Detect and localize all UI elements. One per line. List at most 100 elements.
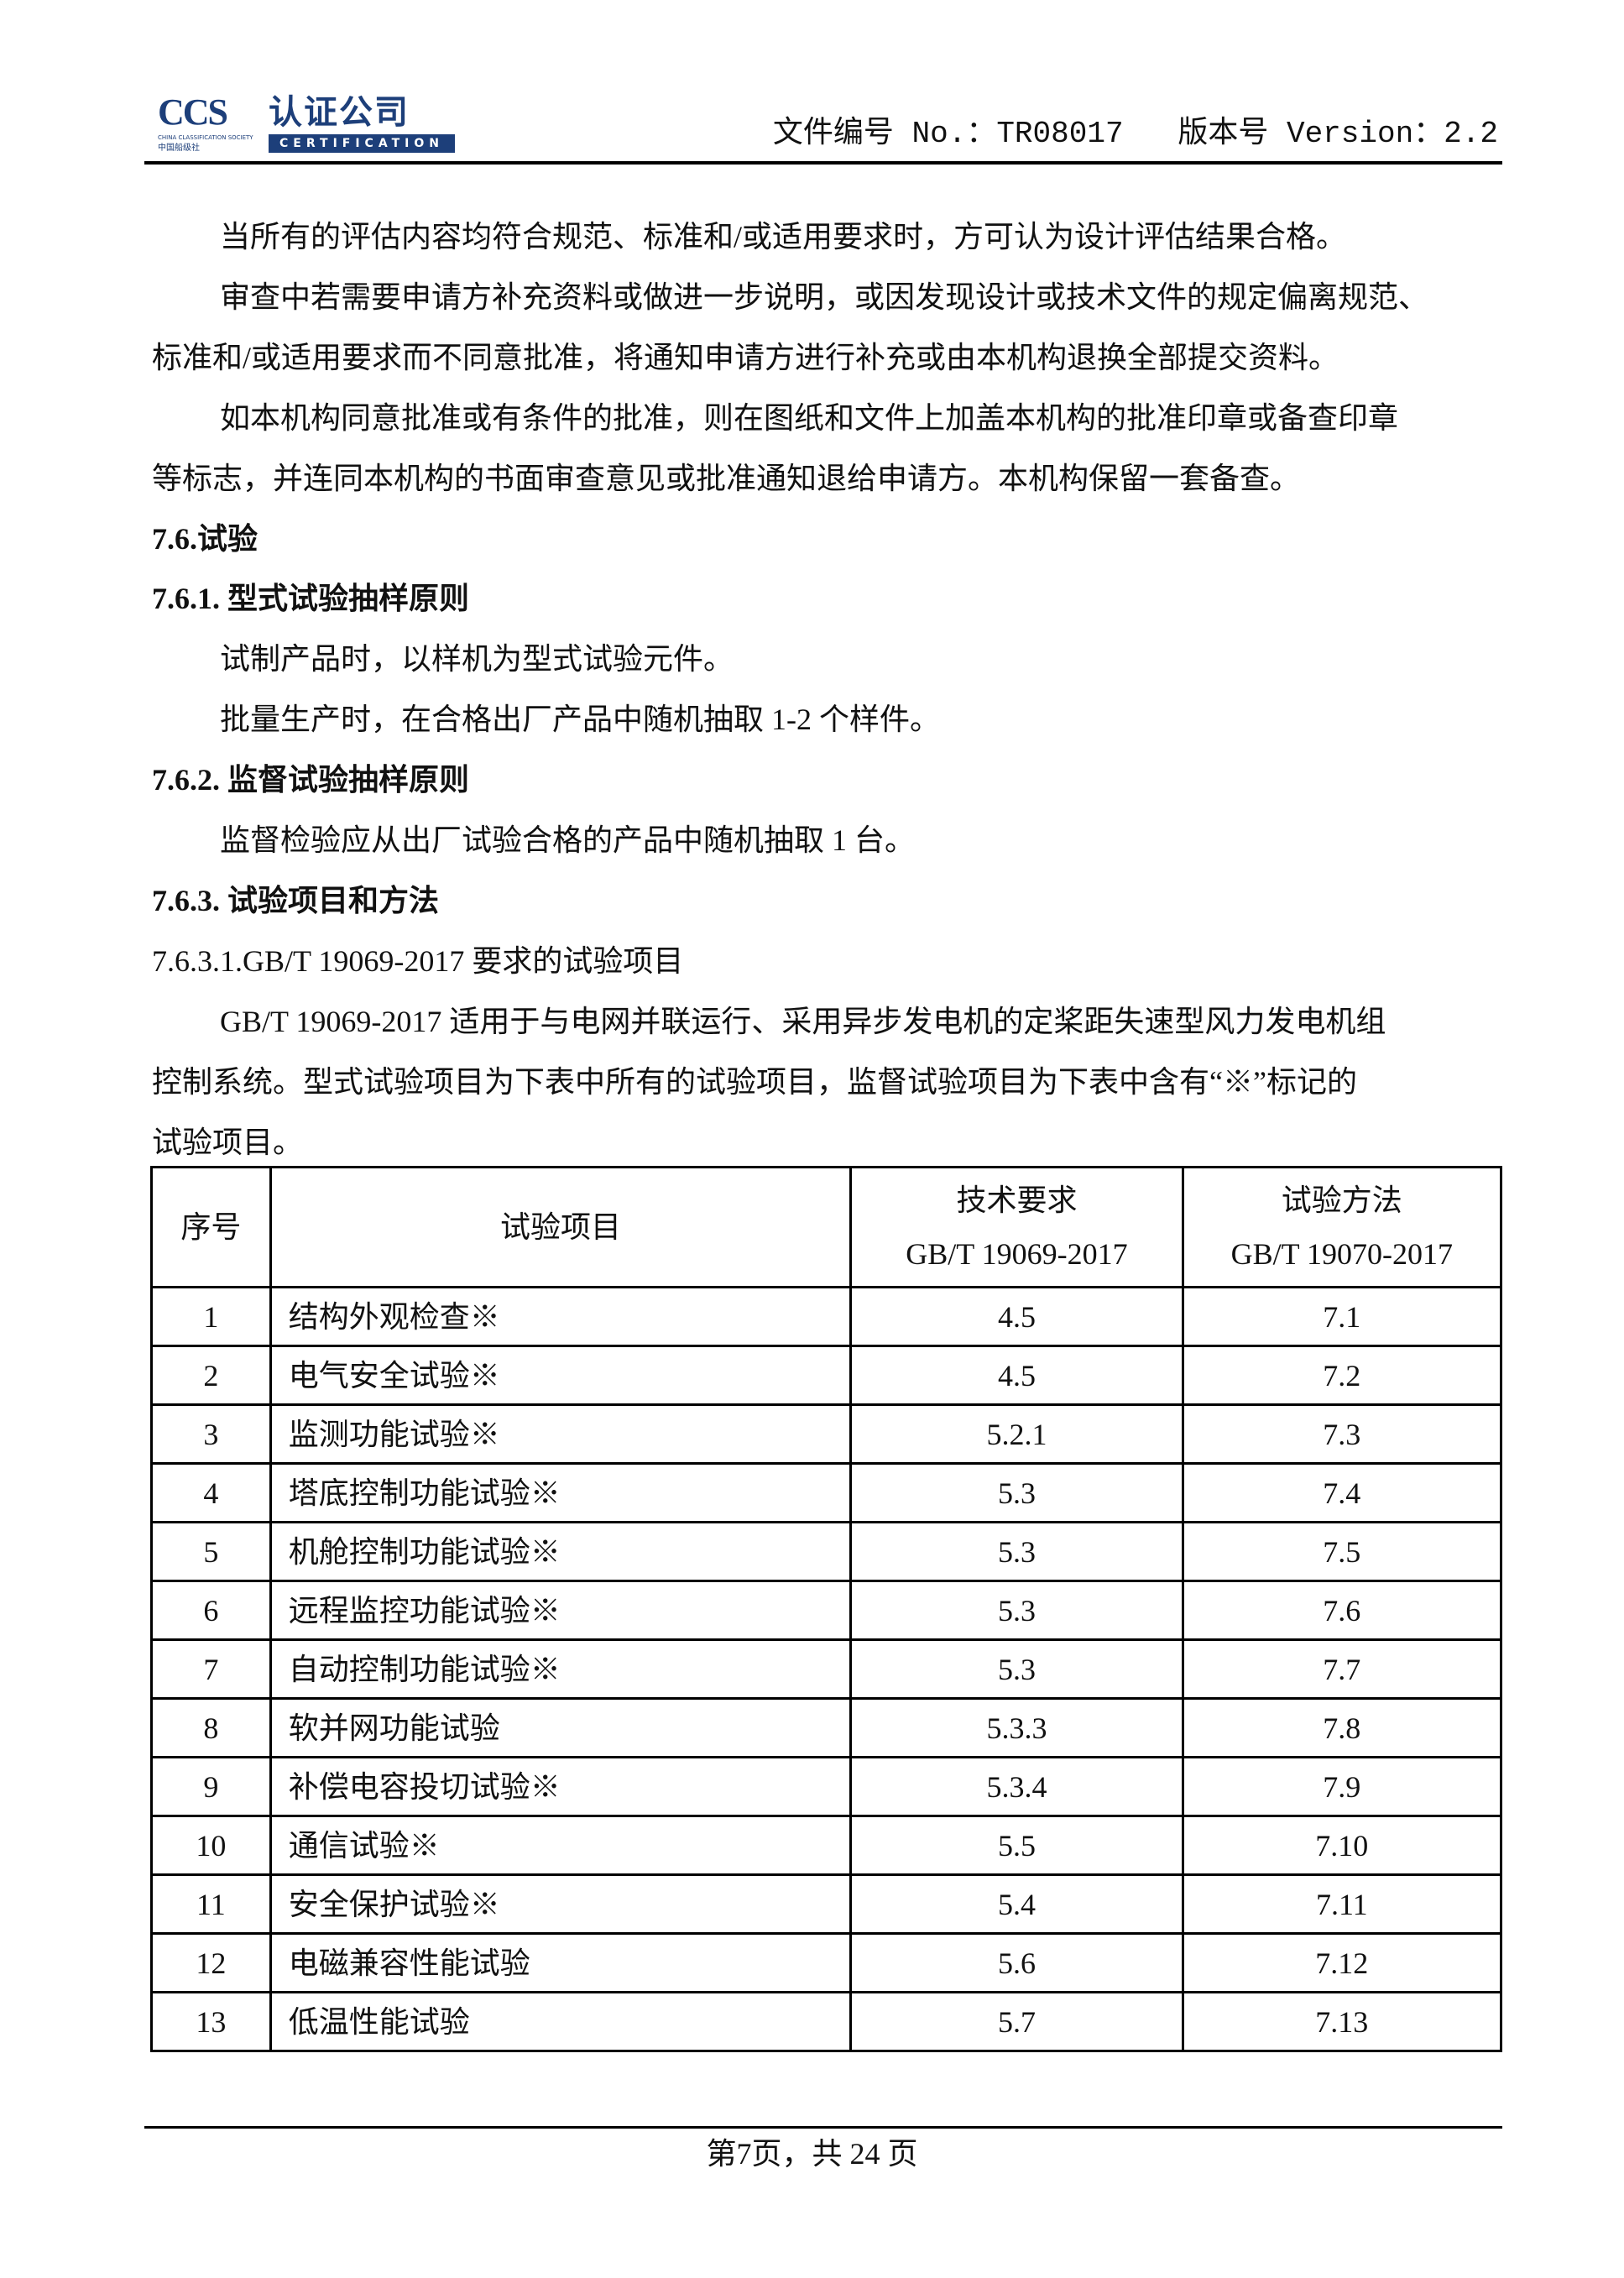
header-method: 试验方法 GB/T 19070-2017 <box>1181 1166 1503 1288</box>
section-heading: 7.6.2. 监督试验抽样原则 <box>152 763 470 797</box>
cell-requirement: 5.4 <box>849 1873 1184 1935</box>
cell-method: 7.5 <box>1181 1521 1503 1582</box>
section-heading: 7.6.3. 试验项目和方法 <box>152 883 440 917</box>
cell-item: 远程监控功能试验※ <box>269 1580 853 1641</box>
cell-item: 结构外观检查※ <box>269 1286 853 1347</box>
cell-no: 8 <box>150 1697 272 1758</box>
table-row: 6 远程监控功能试验※ 5.3 7.6 <box>150 1580 1503 1641</box>
cell-item: 软并网功能试验 <box>269 1697 853 1758</box>
cell-method: 7.13 <box>1181 1991 1503 2052</box>
cell-requirement: 5.3 <box>849 1462 1184 1523</box>
footer-divider <box>144 2126 1502 2129</box>
ccs-logo: CCS 认证公司 CERTIFICATION CHINA CLASSIFICAT… <box>158 92 468 154</box>
cell-method: 7.3 <box>1181 1403 1503 1465</box>
cell-requirement: 5.7 <box>849 1991 1184 2052</box>
header-no: 序号 <box>150 1166 272 1288</box>
cell-item: 通信试验※ <box>269 1815 853 1876</box>
cell-requirement: 5.3 <box>849 1580 1184 1641</box>
cell-no: 7 <box>150 1638 272 1700</box>
cell-no: 9 <box>150 1756 272 1817</box>
section-heading: 7.6.1. 型式试验抽样原则 <box>152 582 470 616</box>
cell-no: 11 <box>150 1873 272 1935</box>
cell-item: 低温性能试验 <box>269 1991 853 2052</box>
paragraph-line: 等标志，并连同本机构的书面审查意见或批准通知退给申请方。本机构保留一套备查。 <box>152 461 1301 495</box>
cell-item: 电磁兼容性能试验 <box>269 1932 853 1993</box>
table-row: 2 电气安全试验※ 4.5 7.2 <box>150 1345 1503 1406</box>
logo-society-en: CHINA CLASSIFICATION SOCIETY <box>158 134 253 141</box>
section-heading: 7.6.试验 <box>152 521 258 556</box>
page-number: 第7页，共 24 页 <box>706 2137 918 2171</box>
cell-no: 12 <box>150 1932 272 1993</box>
cell-method: 7.6 <box>1181 1580 1503 1641</box>
header-item: 试验项目 <box>269 1166 853 1288</box>
test-items-table: 序号 试验项目 技术要求 GB/T 19069-2017 试验方法 GB/T 190… <box>150 1166 1503 2052</box>
cell-method: 7.10 <box>1181 1815 1503 1876</box>
cell-item: 塔底控制功能试验※ <box>269 1462 853 1523</box>
cell-requirement: 5.3.4 <box>849 1756 1184 1817</box>
header-requirement: 技术要求 GB/T 19069-2017 <box>849 1166 1184 1288</box>
cell-requirement: 5.3 <box>849 1521 1184 1582</box>
cell-requirement: 4.5 <box>849 1286 1184 1347</box>
cell-method: 7.12 <box>1181 1932 1503 1993</box>
table-row: 7 自动控制功能试验※ 5.3 7.7 <box>150 1638 1503 1700</box>
cell-item: 安全保护试验※ <box>269 1873 853 1935</box>
logo-certification: CERTIFICATION <box>269 134 455 153</box>
paragraph-line: 试制产品时，以样机为型式试验元件。 <box>220 642 734 677</box>
table-row: 8 软并网功能试验 5.3.3 7.8 <box>150 1697 1503 1758</box>
cell-requirement: 5.3.3 <box>849 1697 1184 1758</box>
paragraph-line: 如本机构同意批准或有条件的批准，则在图纸和文件上加盖本机构的批准印章或备查印章 <box>220 400 1399 435</box>
paragraph-line: 审查中若需要申请方补充资料或做进一步说明，或因发现设计或技术文件的规定偏离规范、 <box>220 280 1429 314</box>
table-row: 5 机舱控制功能试验※ 5.3 7.5 <box>150 1521 1503 1582</box>
logo-ccs: CCS <box>158 91 228 133</box>
cell-requirement: 5.2.1 <box>849 1403 1184 1465</box>
paragraph-line: 试验项目。 <box>152 1125 304 1159</box>
cell-no: 10 <box>150 1815 272 1876</box>
header-requirement-title: 技术要求 <box>956 1183 1078 1217</box>
table-row: 4 塔底控制功能试验※ 5.3 7.4 <box>150 1462 1503 1523</box>
cell-method: 7.1 <box>1181 1286 1503 1347</box>
cell-item: 机舱控制功能试验※ <box>269 1521 853 1582</box>
paragraph-line: 当所有的评估内容均符合规范、标准和/或适用要求时，方可认为设计评估结果合格。 <box>220 220 1347 253</box>
paragraph-line: 标准和/或适用要求而不同意批准，将通知申请方进行补充或由本机构退换全部提交资料。 <box>152 340 1339 374</box>
table-row: 10 通信试验※ 5.5 7.10 <box>150 1815 1503 1876</box>
cell-item: 自动控制功能试验※ <box>269 1638 853 1700</box>
logo-name-cn: 认证公司 <box>269 93 410 132</box>
table-row: 13 低温性能试验 5.7 7.13 <box>150 1991 1503 2052</box>
table-header-row: 序号 试验项目 技术要求 GB/T 19069-2017 试验方法 GB/T 190… <box>150 1166 1503 1288</box>
paragraph-line: GB/T 19069-2017 适用于与电网并联运行、采用异步发电机的定桨距失速… <box>220 1004 1386 1038</box>
cell-no: 5 <box>150 1521 272 1582</box>
header-method-standard: GB/T 19070-2017 <box>1230 1237 1453 1271</box>
header-requirement-standard: GB/T 19069-2017 <box>906 1237 1128 1271</box>
cell-no: 4 <box>150 1462 272 1523</box>
paragraph-line: 控制系统。型式试验项目为下表中所有的试验项目，监督试验项目为下表中含有“※”标记… <box>152 1064 1357 1099</box>
logo-society-cn: 中国船级社 <box>158 144 200 153</box>
document-number: 文件编号 No.：TR08017 版本号 Version：2.2 <box>772 117 1498 151</box>
cell-no: 1 <box>150 1286 272 1347</box>
header-method-title: 试验方法 <box>1281 1183 1402 1217</box>
table-row: 9 补偿电容投切试验※ 5.3.4 7.9 <box>150 1756 1503 1817</box>
cell-no: 2 <box>150 1345 272 1406</box>
table-row: 1 结构外观检查※ 4.5 7.1 <box>150 1286 1503 1347</box>
cell-item: 监测功能试验※ <box>269 1403 853 1465</box>
header-divider <box>144 161 1502 165</box>
table-row: 11 安全保护试验※ 5.4 7.11 <box>150 1873 1503 1935</box>
cell-method: 7.11 <box>1181 1873 1503 1935</box>
cell-method: 7.9 <box>1181 1756 1503 1817</box>
cell-method: 7.4 <box>1181 1462 1503 1523</box>
table-row: 12 电磁兼容性能试验 5.6 7.12 <box>150 1932 1503 1993</box>
cell-no: 3 <box>150 1403 272 1465</box>
cell-requirement: 5.5 <box>849 1815 1184 1876</box>
cell-requirement: 5.3 <box>849 1638 1184 1700</box>
paragraph-line: 7.6.3.1.GB/T 19069-2017 要求的试验项目 <box>152 943 684 978</box>
paragraph-line: 批量生产时，在合格出厂产品中随机抽取 1-2 个样件。 <box>220 703 940 737</box>
cell-requirement: 5.6 <box>849 1932 1184 1993</box>
cell-no: 6 <box>150 1580 272 1641</box>
cell-method: 7.8 <box>1181 1697 1503 1758</box>
paragraph-line: 监督检验应从出厂试验合格的产品中随机抽取 1 台。 <box>220 823 916 857</box>
cell-item: 电气安全试验※ <box>269 1345 853 1406</box>
cell-requirement: 4.5 <box>849 1345 1184 1406</box>
cell-item: 补偿电容投切试验※ <box>269 1756 853 1817</box>
table-row: 3 监测功能试验※ 5.2.1 7.3 <box>150 1403 1503 1465</box>
cell-method: 7.2 <box>1181 1345 1503 1406</box>
cell-method: 7.7 <box>1181 1638 1503 1700</box>
